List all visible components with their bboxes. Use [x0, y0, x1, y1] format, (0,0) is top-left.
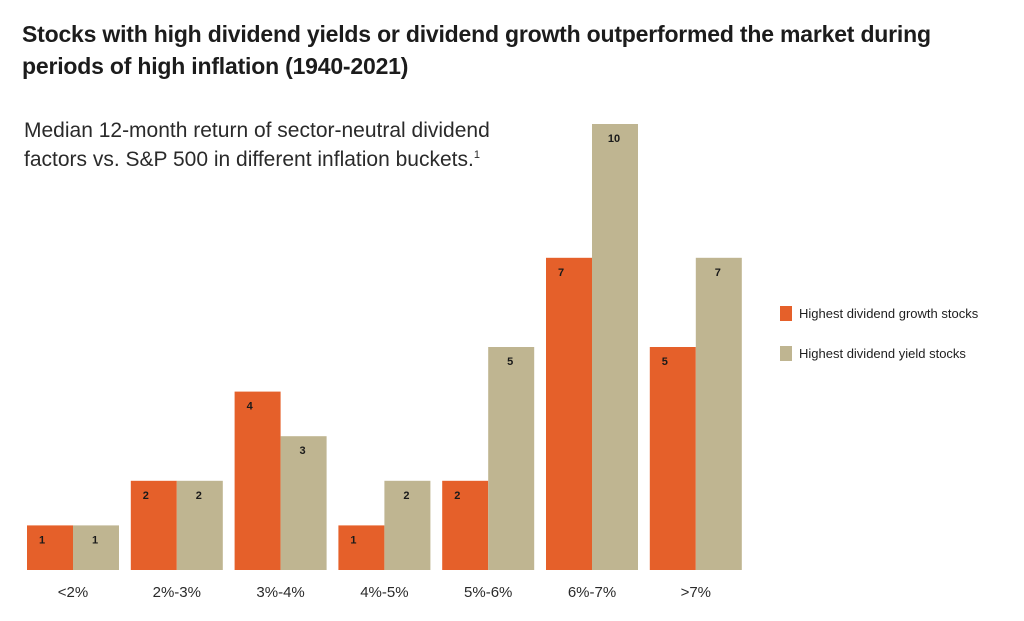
data-label-growth-1: 2 [143, 490, 149, 502]
data-label-growth-0: 1 [39, 534, 45, 546]
x-tick-label-3: 4%-5% [360, 584, 408, 601]
chart-subtitle: Median 12-month return of sector-neutral… [24, 116, 544, 174]
bar-growth-3 [338, 525, 385, 570]
footnote-marker: 1 [473, 149, 480, 161]
bar-growth-2 [234, 391, 281, 570]
legend-swatch-yield [780, 345, 792, 361]
bar-growth-0 [27, 525, 73, 570]
data-label-yield-4: 5 [507, 356, 513, 368]
bar-growth-1 [130, 480, 177, 570]
bar-yield-5 [592, 124, 638, 570]
bar-yield-2 [280, 436, 327, 570]
data-label-yield-0: 1 [92, 534, 98, 546]
data-label-yield-5: 10 [608, 133, 620, 145]
data-label-growth-5: 7 [558, 267, 564, 279]
bar-yield-6 [695, 257, 742, 570]
data-label-growth-4: 2 [454, 490, 460, 502]
bar-growth-6 [649, 347, 696, 570]
x-tick-label-0: <2% [58, 584, 88, 601]
x-tick-label-2: 3%-4% [256, 584, 304, 601]
bar-growth-5 [546, 257, 592, 570]
data-label-growth-2: 4 [247, 401, 254, 413]
legend-item-growth: Highest dividend growth stocks [780, 303, 978, 323]
x-tick-label-4: 5%-6% [464, 584, 512, 601]
x-tick-label-1: 2%-3% [153, 584, 201, 601]
bar-yield-0 [73, 525, 119, 570]
bar-growth-4 [442, 480, 489, 570]
data-label-growth-3: 1 [350, 534, 356, 546]
data-label-yield-3: 2 [403, 490, 409, 502]
subtitle-text: Median 12-month return of sector-neutral… [24, 119, 490, 171]
legend-label-yield: Highest dividend yield stocks [799, 345, 966, 361]
chart-legend: Highest dividend growth stocks Highest d… [780, 303, 978, 383]
data-label-yield-1: 2 [196, 490, 202, 502]
data-label-yield-6: 7 [715, 267, 721, 279]
bar-yield-4 [488, 347, 535, 570]
bar-yield-1 [176, 480, 223, 570]
chart-title: Stocks with high dividend yields or divi… [22, 21, 931, 79]
legend-label-growth: Highest dividend growth stocks [799, 305, 979, 321]
data-label-growth-6: 5 [662, 356, 668, 368]
bar-yield-3 [384, 480, 431, 570]
data-label-yield-2: 3 [300, 445, 306, 457]
x-tick-label-5: 6%-7% [568, 584, 616, 601]
legend-swatch-growth [780, 305, 792, 321]
x-tick-label-6: >7% [681, 584, 711, 601]
legend-item-yield: Highest dividend yield stocks [780, 343, 978, 363]
